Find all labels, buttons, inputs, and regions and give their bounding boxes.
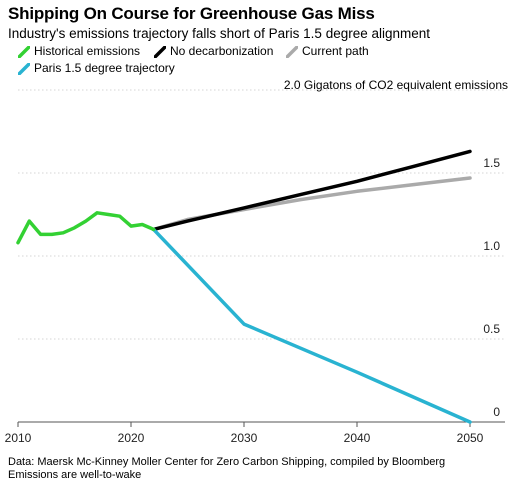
source-line: Data: Maersk Mc-Kinney Moller Center for… <box>8 456 446 468</box>
y-axis-top-label: 2.0 Gigatons of CO2 equivalent emissions <box>284 78 508 92</box>
legend-swatch-current-path <box>286 46 298 58</box>
x-tick-label: 2040 <box>344 431 371 445</box>
legend-swatch-line <box>286 46 298 58</box>
legend-swatch-paris <box>18 63 30 75</box>
series-line-no-decarbonization <box>151 149 472 232</box>
y-axis-unit: Gigatons of CO2 equivalent emissions <box>303 78 508 92</box>
series-line-paris <box>151 227 472 424</box>
x-tick-label: 2050 <box>457 431 484 445</box>
source-note: Data: Maersk Mc-Kinney Moller Center for… <box>8 456 445 482</box>
legend-swatch-line <box>18 46 30 58</box>
legend-label-current-path: Current path <box>302 44 369 58</box>
footnote-line: Emissions are well-to-wake <box>8 469 142 481</box>
chart-subtitle: Industry's emissions trajectory falls sh… <box>8 26 431 41</box>
x-tick-label: 2020 <box>118 431 145 445</box>
y-tick-label: 0 <box>493 405 500 419</box>
legend-label-no-decarbonization: No decarbonization <box>170 44 274 58</box>
legend-swatch-line <box>154 46 166 58</box>
y-tick-label: 1.5 <box>483 156 500 170</box>
x-tick-label: 2010 <box>5 431 32 445</box>
legend-swatch-line <box>18 63 30 75</box>
legend-swatch-historical <box>18 46 30 58</box>
legend-label-historical: Historical emissions <box>34 44 141 58</box>
legend-swatch-no-decarbonization <box>154 46 166 58</box>
chart-title: Shipping On Course for Greenhouse Gas Mi… <box>8 4 375 23</box>
x-tick-label: 2030 <box>231 431 258 445</box>
legend-label-paris: Paris 1.5 degree trajectory <box>34 61 175 75</box>
y-tick-label: 1.0 <box>483 239 500 253</box>
y-tick-label: 0.5 <box>483 322 500 336</box>
y-tick-label-top: 2.0 <box>283 78 301 92</box>
series-line-current-path <box>151 176 472 232</box>
series-line-historical <box>16 211 156 245</box>
